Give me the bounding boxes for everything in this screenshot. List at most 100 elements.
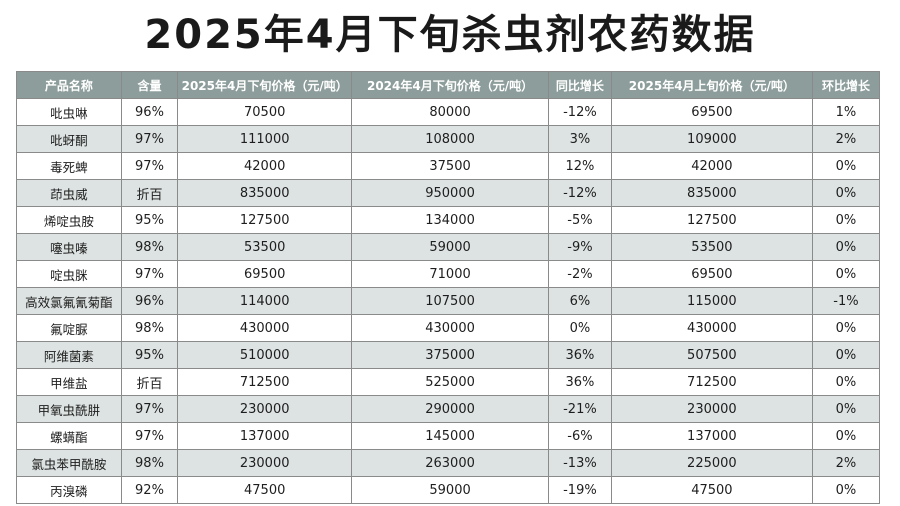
cell-yoy-growth: -6%	[548, 422, 612, 450]
cell-yoy-growth: -5%	[548, 206, 612, 234]
cell-content: 97%	[120, 422, 179, 450]
cell-price-2025-early-april: 230000	[610, 395, 813, 423]
cell-product-name: 吡蚜酮	[16, 125, 122, 153]
cell-yoy-growth: 3%	[548, 125, 612, 153]
cell-content: 95%	[120, 206, 179, 234]
cell-price-2025-early-april: 507500	[610, 341, 813, 369]
header-content: 含量	[120, 71, 179, 99]
cell-price-2024-late-april: 525000	[351, 368, 549, 396]
cell-mom-growth: 0%	[811, 179, 881, 207]
cell-content: 97%	[120, 125, 179, 153]
cell-price-2025-late-april: 53500	[177, 233, 353, 261]
cell-content: 97%	[120, 395, 179, 423]
table-row: 阿维菌素 95% 510000 375000 36% 507500 0%	[16, 341, 881, 369]
cell-price-2024-late-april: 145000	[351, 422, 549, 450]
cell-price-2025-late-april: 430000	[177, 314, 353, 342]
table-row: 毒死蜱 97% 42000 37500 12% 42000 0%	[16, 152, 881, 180]
cell-yoy-growth: 6%	[548, 287, 612, 315]
table-row: 氯虫苯甲酰胺 98% 230000 263000 -13% 225000 2%	[16, 449, 881, 477]
cell-product-name: 噻虫嗪	[16, 233, 122, 261]
cell-mom-growth: 2%	[811, 125, 881, 153]
cell-mom-growth: 0%	[811, 422, 881, 450]
cell-price-2024-late-april: 263000	[351, 449, 549, 477]
cell-product-name: 甲氧虫酰肼	[16, 395, 122, 423]
cell-price-2024-late-april: 290000	[351, 395, 549, 423]
table-body: 吡虫啉 96% 70500 80000 -12% 69500 1% 吡蚜酮 97% 111000 1…	[16, 98, 881, 504]
cell-price-2025-early-april: 69500	[610, 260, 813, 288]
cell-price-2024-late-april: 134000	[351, 206, 549, 234]
cell-mom-growth: 0%	[811, 314, 881, 342]
cell-content: 92%	[120, 476, 179, 504]
table-row: 高效氯氟氰菊酯 96% 114000 107500 6% 115000 -1%	[16, 287, 881, 315]
table-row: 丙溴磷 92% 47500 59000 -19% 47500 0%	[16, 476, 881, 504]
cell-product-name: 吡虫啉	[16, 98, 122, 126]
cell-price-2024-late-april: 80000	[351, 98, 549, 126]
cell-price-2025-early-april: 430000	[610, 314, 813, 342]
cell-mom-growth: 0%	[811, 206, 881, 234]
cell-price-2025-early-april: 47500	[610, 476, 813, 504]
cell-yoy-growth: -12%	[548, 98, 612, 126]
cell-mom-growth: 0%	[811, 395, 881, 423]
cell-price-2025-late-april: 42000	[177, 152, 353, 180]
cell-price-2025-late-april: 230000	[177, 395, 353, 423]
cell-price-2025-late-april: 127500	[177, 206, 353, 234]
cell-price-2025-late-april: 835000	[177, 179, 353, 207]
cell-price-2025-early-april: 137000	[610, 422, 813, 450]
cell-content: 98%	[120, 449, 179, 477]
header-yoy-growth: 同比增长	[548, 71, 612, 99]
cell-yoy-growth: -12%	[548, 179, 612, 207]
cell-price-2024-late-april: 108000	[351, 125, 549, 153]
cell-yoy-growth: 36%	[548, 341, 612, 369]
table-header-row: 产品名称 含量 2025年4月下旬价格（元/吨） 2024年4月下旬价格（元/吨） 同比…	[16, 71, 881, 99]
table-row: 氟啶脲 98% 430000 430000 0% 430000 0%	[16, 314, 881, 342]
header-price-2025-early-april: 2025年4月上旬价格（元/吨）	[610, 71, 813, 99]
cell-mom-growth: 0%	[811, 260, 881, 288]
cell-yoy-growth: -21%	[548, 395, 612, 423]
table-row: 螺螨酯 97% 137000 145000 -6% 137000 0%	[16, 422, 881, 450]
cell-content: 96%	[120, 287, 179, 315]
cell-content: 98%	[120, 233, 179, 261]
cell-content: 95%	[120, 341, 179, 369]
table-row: 噻虫嗪 98% 53500 59000 -9% 53500 0%	[16, 233, 881, 261]
cell-price-2025-early-april: 115000	[610, 287, 813, 315]
table-row: 啶虫脒 97% 69500 71000 -2% 69500 0%	[16, 260, 881, 288]
cell-price-2025-early-april: 42000	[610, 152, 813, 180]
cell-yoy-growth: -9%	[548, 233, 612, 261]
cell-product-name: 氟啶脲	[16, 314, 122, 342]
cell-yoy-growth: 12%	[548, 152, 612, 180]
cell-content: 折百	[120, 179, 179, 207]
header-price-2025-late-april: 2025年4月下旬价格（元/吨）	[177, 71, 353, 99]
page-title: 2025年4月下旬杀虫剂农药数据	[144, 12, 756, 58]
cell-price-2025-early-april: 53500	[610, 233, 813, 261]
cell-content: 97%	[120, 152, 179, 180]
cell-price-2025-late-april: 69500	[177, 260, 353, 288]
table-row: 甲维盐 折百 712500 525000 36% 712500 0%	[16, 368, 881, 396]
cell-content: 折百	[120, 368, 179, 396]
cell-yoy-growth: -19%	[548, 476, 612, 504]
cell-product-name: 氯虫苯甲酰胺	[16, 449, 122, 477]
cell-price-2024-late-april: 37500	[351, 152, 549, 180]
cell-product-name: 高效氯氟氰菊酯	[16, 287, 122, 315]
table-row: 烯啶虫胺 95% 127500 134000 -5% 127500 0%	[16, 206, 881, 234]
cell-mom-growth: 0%	[811, 476, 881, 504]
header-price-2024-late-april: 2024年4月下旬价格（元/吨）	[351, 71, 549, 99]
cell-price-2024-late-april: 59000	[351, 233, 549, 261]
cell-price-2025-early-april: 109000	[610, 125, 813, 153]
cell-yoy-growth: -13%	[548, 449, 612, 477]
cell-content: 97%	[120, 260, 179, 288]
cell-price-2025-early-april: 127500	[610, 206, 813, 234]
cell-price-2024-late-april: 950000	[351, 179, 549, 207]
cell-mom-growth: 0%	[811, 341, 881, 369]
cell-price-2024-late-april: 107500	[351, 287, 549, 315]
cell-product-name: 螺螨酯	[16, 422, 122, 450]
cell-price-2025-early-april: 225000	[610, 449, 813, 477]
cell-price-2025-late-april: 712500	[177, 368, 353, 396]
cell-price-2025-late-april: 137000	[177, 422, 353, 450]
cell-price-2024-late-april: 71000	[351, 260, 549, 288]
cell-mom-growth: 0%	[811, 233, 881, 261]
header-product-name: 产品名称	[16, 71, 122, 99]
cell-price-2025-early-april: 712500	[610, 368, 813, 396]
cell-product-name: 毒死蜱	[16, 152, 122, 180]
cell-yoy-growth: 36%	[548, 368, 612, 396]
cell-product-name: 啶虫脒	[16, 260, 122, 288]
